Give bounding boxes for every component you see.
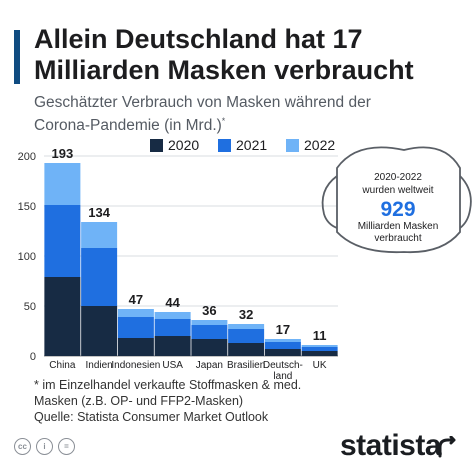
- bar-segment-2020: [301, 351, 338, 356]
- bar-total-label: 134: [88, 205, 110, 220]
- x-tick-label: Indien: [86, 360, 113, 371]
- x-tick-label: UK: [313, 360, 327, 371]
- x-tick-label: Indonesien: [111, 360, 160, 371]
- y-tick-label: 150: [18, 201, 36, 213]
- bar-total-label: 44: [165, 295, 180, 310]
- y-tick-label: 100: [18, 251, 36, 263]
- callout-line-2: wurden weltweit: [361, 185, 433, 196]
- x-tick-label: Japan: [196, 360, 223, 371]
- x-tick-label: China: [49, 360, 76, 371]
- bar-segment-2022: [117, 309, 154, 317]
- bar-total-label: 17: [276, 322, 290, 337]
- chart-labels: 0 50 100 150 200 193 China 134 Indien 47 Indonesie…: [18, 146, 327, 382]
- bar-segment-2021: [228, 329, 265, 343]
- legend-label-2022: 2022: [304, 137, 336, 153]
- statista-logo[interactable]: statista: [340, 430, 458, 462]
- bar-segment-2021: [154, 319, 191, 336]
- bar-segment-2021: [191, 325, 228, 339]
- person-icon[interactable]: i: [36, 438, 53, 455]
- subtitle-text: Geschätzter Verbrauch von Masken während…: [34, 94, 371, 135]
- x-tick-label: Brasilien: [227, 360, 265, 371]
- mask-left-strap: [321, 175, 338, 229]
- title-accent-bar: [14, 30, 20, 84]
- cc-icon[interactable]: cc: [14, 438, 31, 455]
- callout-line-1: 2020-2022: [374, 172, 422, 183]
- bar-segment-2020: [44, 277, 81, 356]
- bar-segment-2022: [301, 345, 338, 347]
- legend-label-2020: 2020: [168, 137, 200, 153]
- legend-swatch-2021: [218, 139, 231, 152]
- chart-subtitle: Geschätzter Verbrauch von Masken während…: [34, 93, 414, 135]
- bar-segment-2022: [44, 163, 81, 205]
- bar-segment-2020: [228, 343, 265, 356]
- x-tick-label: land: [273, 371, 292, 382]
- bar-segment-2021: [301, 347, 338, 351]
- chart-bars: [44, 163, 338, 356]
- x-tick-label: USA: [162, 360, 183, 371]
- page-title: Allein Deutschland hat 17 Milliarden Mas…: [34, 24, 414, 85]
- logo-wordmark: statista: [340, 429, 442, 462]
- logo-arrow-icon: [438, 436, 456, 458]
- callout-value: 929: [380, 198, 415, 221]
- bar-segment-2021: [44, 205, 81, 277]
- callout-line-4: verbraucht: [374, 233, 421, 244]
- legend-swatch-2020: [150, 139, 163, 152]
- bar-total-label: 32: [239, 307, 253, 322]
- bar-segment-2020: [264, 349, 301, 356]
- source-note: Quelle: Statista Consumer Market Outlook: [34, 410, 269, 424]
- bar-segment-2022: [228, 324, 265, 329]
- bar-segment-2021: [264, 342, 301, 349]
- bar-segment-2021: [81, 248, 118, 306]
- bar-segment-2021: [117, 317, 154, 338]
- bar-total-label: 193: [52, 146, 74, 161]
- bar-segment-2020: [154, 336, 191, 356]
- equals-icon[interactable]: =: [58, 438, 75, 455]
- bar-segment-2022: [154, 312, 191, 319]
- legend-label-2021: 2021: [236, 137, 268, 153]
- mask-callout: 2020-2022 wurden weltweit 929 Milliarden…: [321, 146, 472, 254]
- mask-icon: [336, 146, 461, 254]
- bar-segment-2020: [81, 306, 118, 356]
- bar-total-label: 47: [129, 292, 143, 307]
- footnote: * im Einzelhandel verkaufte Stoffmasken …: [34, 378, 302, 408]
- bar-segment-2022: [264, 339, 301, 342]
- callout-line-3: Milliarden Masken: [358, 221, 439, 232]
- y-tick-label: 50: [24, 301, 36, 313]
- bar-segment-2020: [191, 339, 228, 356]
- bar-segment-2022: [81, 222, 118, 248]
- x-tick-label: Deutsch-: [263, 360, 303, 371]
- subtitle-footnote-mark: *: [221, 116, 226, 126]
- bar-total-label: 11: [313, 328, 327, 343]
- bar-segment-2020: [117, 338, 154, 356]
- legend-swatch-2022: [286, 139, 299, 152]
- bar-total-label: 36: [202, 303, 216, 318]
- y-tick-label: 200: [18, 151, 36, 163]
- y-tick-label: 0: [30, 351, 36, 363]
- mask-right-strap: [459, 175, 472, 229]
- bar-segment-2022: [191, 320, 228, 325]
